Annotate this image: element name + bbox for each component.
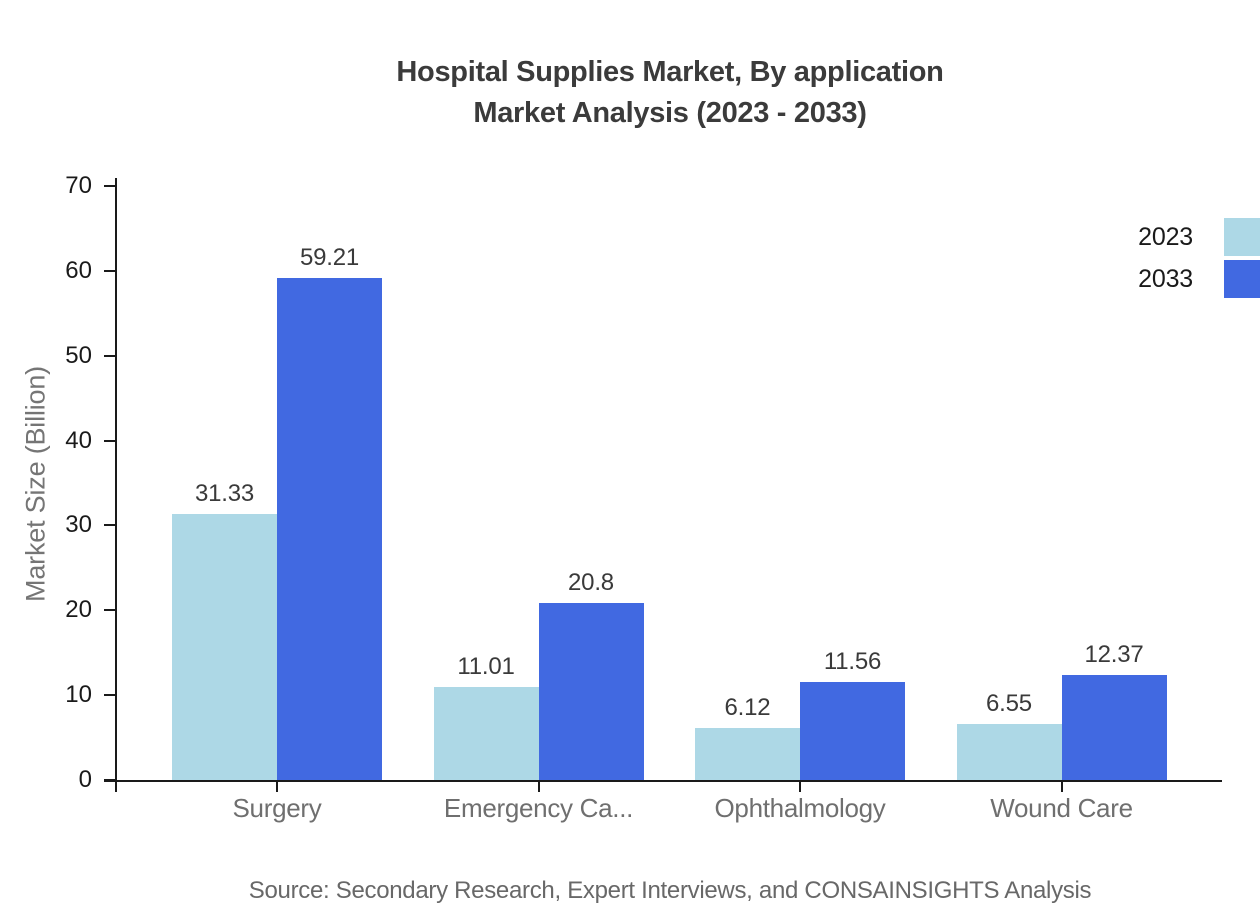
x-tick — [537, 780, 540, 792]
y-axis-title: Market Size (Billion) — [20, 366, 51, 602]
bar-2023-ophthalmology — [695, 728, 800, 780]
chart-title: Hospital Supplies Market, By application… — [0, 52, 1260, 134]
y-tick-label: 20 — [65, 596, 92, 624]
legend-label-2023: 2023 — [1138, 223, 1193, 251]
value-label-2033: 11.56 — [823, 647, 882, 675]
y-tick — [104, 354, 116, 357]
bar-2023-emergency-ca- — [433, 686, 539, 780]
value-label-2023: 11.01 — [457, 652, 515, 680]
bar-2033-wound-care — [1061, 675, 1167, 780]
y-tick-label: 10 — [65, 681, 92, 709]
chart-title-line1: Hospital Supplies Market, By application — [396, 56, 944, 88]
category-label: Emergency Ca... — [443, 793, 634, 823]
source-note: Source: Secondary Research, Expert Inter… — [248, 877, 1092, 904]
x-axis-line — [104, 780, 1222, 782]
value-label-2033: 59.21 — [299, 243, 360, 271]
x-tick — [1060, 780, 1063, 792]
x-tick — [799, 780, 801, 792]
y-tick — [104, 609, 116, 612]
y-tick — [104, 524, 116, 527]
y-tick-label: 30 — [65, 511, 92, 539]
legend-item-2033: 2033 — [1000, 260, 1260, 298]
bar-2033-surgery — [277, 277, 382, 780]
value-label-2033: 20.8 — [568, 569, 614, 597]
x-tick — [276, 780, 278, 792]
value-label-2023: 6.12 — [724, 694, 771, 722]
y-tick — [104, 694, 116, 697]
y-tick — [104, 779, 116, 781]
legend-swatch-2023 — [1224, 218, 1260, 256]
legend-swatch-2033 — [1224, 260, 1260, 298]
bar-2023-wound-care — [956, 724, 1062, 780]
category-label: Ophthalmology — [714, 793, 886, 823]
y-tick — [104, 269, 116, 272]
y-tick-label: 0 — [78, 766, 92, 793]
y-tick-label: 60 — [65, 256, 92, 284]
y-tick-label: 40 — [65, 426, 92, 454]
value-label-2023: 6.55 — [986, 690, 1032, 718]
legend-item-2023: 2023 — [1000, 218, 1260, 256]
bar-2033-ophthalmology — [800, 681, 905, 780]
legend-label-2033: 2033 — [1138, 265, 1193, 293]
value-label-2023: 31.33 — [194, 480, 255, 508]
y-tick — [104, 185, 116, 187]
value-label-2033: 12.37 — [1084, 641, 1144, 669]
y-tick-label: 70 — [65, 172, 92, 199]
y-axis-line — [115, 178, 117, 792]
y-tick — [104, 439, 116, 442]
category-label: Wound Care — [990, 793, 1133, 823]
y-tick-label: 50 — [65, 341, 92, 369]
bar-2033-emergency-ca- — [538, 603, 644, 780]
category-label: Surgery — [232, 793, 322, 823]
chart-title-line2: Market Analysis (2023 - 2033) — [473, 97, 867, 129]
bar-2023-surgery — [172, 514, 277, 780]
